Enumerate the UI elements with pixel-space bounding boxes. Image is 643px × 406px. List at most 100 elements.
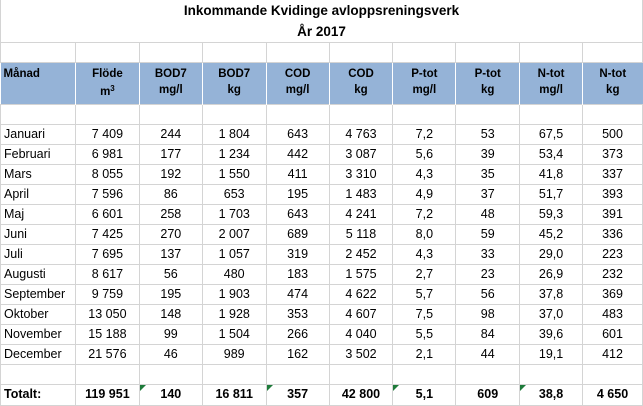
value-cell[interactable]: 336	[582, 223, 643, 245]
value-cell[interactable]: 353	[265, 303, 330, 325]
value-cell[interactable]: 39	[455, 143, 521, 165]
value-cell[interactable]: 21 576	[74, 343, 140, 365]
value-cell[interactable]: 44	[455, 343, 521, 365]
value-cell[interactable]: 162	[265, 343, 330, 365]
value-cell[interactable]: 411	[265, 163, 330, 185]
value-cell[interactable]: 59	[455, 223, 521, 245]
cell[interactable]	[138, 41, 203, 63]
month-cell[interactable]: Oktober	[0, 303, 76, 325]
cell[interactable]	[138, 363, 203, 385]
value-cell[interactable]: 1 804	[201, 123, 267, 145]
value-cell[interactable]: 8,0	[392, 223, 457, 245]
cell[interactable]	[455, 363, 521, 385]
value-cell[interactable]: 53	[455, 123, 521, 145]
cell[interactable]	[328, 41, 394, 63]
value-cell[interactable]: 7 409	[74, 123, 140, 145]
cell[interactable]	[0, 41, 76, 63]
cell[interactable]	[455, 41, 521, 63]
cell[interactable]	[582, 363, 643, 385]
cell[interactable]	[519, 363, 584, 385]
cell[interactable]	[74, 363, 140, 385]
column-header[interactable]: P-tot mg/l	[392, 62, 457, 104]
value-cell[interactable]: 35	[455, 163, 521, 185]
value-cell[interactable]: 137	[138, 243, 203, 265]
value-cell[interactable]: 4 763	[328, 123, 394, 145]
value-cell[interactable]: 59,3	[519, 203, 584, 225]
value-cell[interactable]: 391	[582, 203, 643, 225]
value-cell[interactable]: 84	[455, 323, 521, 345]
value-cell[interactable]: 46	[138, 343, 203, 365]
value-cell[interactable]: 1 703	[201, 203, 267, 225]
cell[interactable]	[74, 103, 140, 125]
cell[interactable]	[138, 103, 203, 125]
column-header[interactable]: P-tot kg	[455, 62, 521, 104]
cell[interactable]	[328, 103, 394, 125]
value-cell[interactable]: 29,0	[519, 243, 584, 265]
value-cell[interactable]: 99	[138, 323, 203, 345]
value-cell[interactable]: 37,8	[519, 283, 584, 305]
value-cell[interactable]: 195	[265, 183, 330, 205]
total-value-cell[interactable]: 140	[138, 383, 203, 406]
value-cell[interactable]: 1 504	[201, 323, 267, 345]
value-cell[interactable]: 4 040	[328, 323, 394, 345]
value-cell[interactable]: 45,2	[519, 223, 584, 245]
value-cell[interactable]: 1 057	[201, 243, 267, 265]
value-cell[interactable]: 6 601	[74, 203, 140, 225]
cell[interactable]	[455, 103, 521, 125]
value-cell[interactable]: 601	[582, 323, 643, 345]
month-cell[interactable]: September	[0, 283, 76, 305]
value-cell[interactable]: 37,0	[519, 303, 584, 325]
total-label[interactable]: Totalt:	[0, 383, 76, 406]
cell[interactable]	[392, 41, 457, 63]
total-value-cell[interactable]: 5,1	[392, 383, 457, 406]
month-cell[interactable]: Februari	[0, 143, 76, 165]
value-cell[interactable]: 183	[265, 263, 330, 285]
value-cell[interactable]: 1 483	[328, 183, 394, 205]
value-cell[interactable]: 13 050	[74, 303, 140, 325]
value-cell[interactable]: 393	[582, 183, 643, 205]
cell[interactable]	[392, 103, 457, 125]
value-cell[interactable]: 33	[455, 243, 521, 265]
cell[interactable]	[0, 363, 76, 385]
total-value-cell[interactable]: 16 811	[201, 383, 267, 406]
value-cell[interactable]: 98	[455, 303, 521, 325]
month-cell[interactable]: Augusti	[0, 263, 76, 285]
value-cell[interactable]: 7,2	[392, 203, 457, 225]
value-cell[interactable]: 3 310	[328, 163, 394, 185]
cell[interactable]	[0, 103, 76, 125]
month-cell[interactable]: Juni	[0, 223, 76, 245]
cell[interactable]	[201, 363, 267, 385]
value-cell[interactable]: 653	[201, 183, 267, 205]
value-cell[interactable]: 373	[582, 143, 643, 165]
value-cell[interactable]: 232	[582, 263, 643, 285]
value-cell[interactable]: 4,3	[392, 243, 457, 265]
value-cell[interactable]: 7 596	[74, 183, 140, 205]
value-cell[interactable]: 9 759	[74, 283, 140, 305]
value-cell[interactable]: 86	[138, 183, 203, 205]
column-header[interactable]: Flöde m3	[75, 62, 140, 104]
value-cell[interactable]: 266	[265, 323, 330, 345]
cell[interactable]	[519, 103, 584, 125]
value-cell[interactable]: 643	[265, 203, 330, 225]
value-cell[interactable]: 258	[138, 203, 203, 225]
value-cell[interactable]: 2,7	[392, 263, 457, 285]
value-cell[interactable]: 474	[265, 283, 330, 305]
cell[interactable]	[74, 41, 140, 63]
value-cell[interactable]: 148	[138, 303, 203, 325]
value-cell[interactable]: 3 087	[328, 143, 394, 165]
column-header[interactable]: COD mg/l	[266, 62, 330, 104]
total-value-cell[interactable]: 42 800	[328, 383, 394, 406]
column-header[interactable]: N-tot kg	[582, 62, 643, 104]
value-cell[interactable]: 53,4	[519, 143, 584, 165]
value-cell[interactable]: 4 241	[328, 203, 394, 225]
value-cell[interactable]: 41,8	[519, 163, 584, 185]
value-cell[interactable]: 989	[201, 343, 267, 365]
value-cell[interactable]: 4 622	[328, 283, 394, 305]
total-value-cell[interactable]: 609	[455, 383, 521, 406]
value-cell[interactable]: 2 007	[201, 223, 267, 245]
value-cell[interactable]: 4,3	[392, 163, 457, 185]
value-cell[interactable]: 7 425	[74, 223, 140, 245]
column-header[interactable]: COD kg	[329, 62, 394, 104]
value-cell[interactable]: 26,9	[519, 263, 584, 285]
value-cell[interactable]: 5,7	[392, 283, 457, 305]
